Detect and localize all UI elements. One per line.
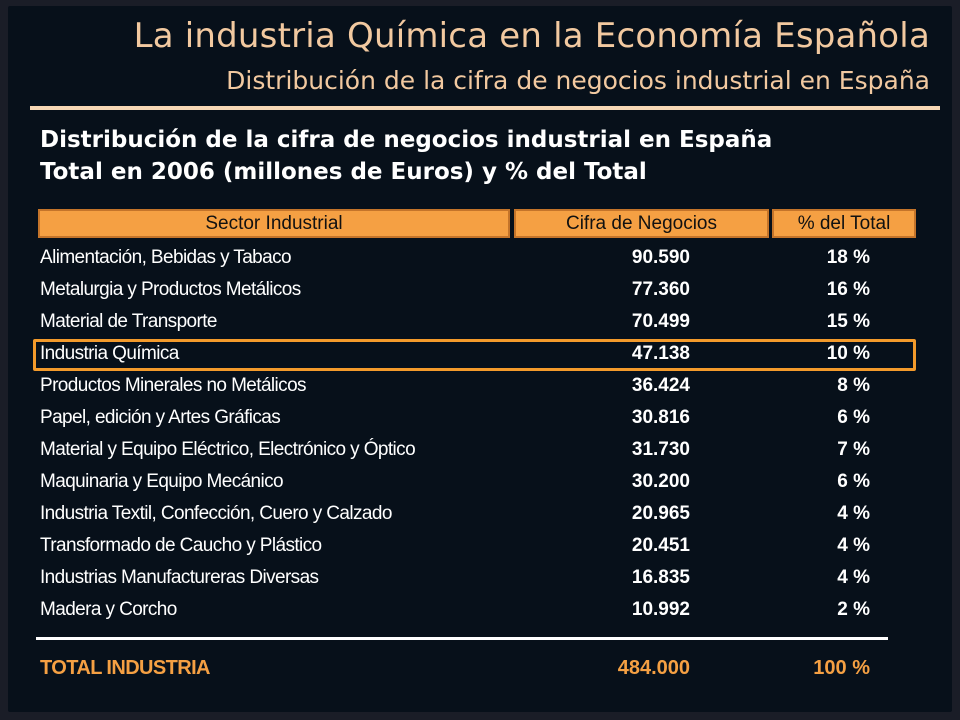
cifra-cell: 31.730 xyxy=(631,439,690,460)
table-heading: Distribución de la cifra de negocios ind… xyxy=(40,124,772,188)
slide-subtitle: Distribución de la cifra de negocios ind… xyxy=(226,66,930,95)
table-row-highlighted: Industria Química 47.138 10 % xyxy=(8,338,952,370)
cifra-cell: 47.138 xyxy=(631,343,690,364)
table-row: Productos Minerales no Metálicos 36.424 … xyxy=(8,370,952,402)
sector-cell: Industria Química xyxy=(40,343,179,364)
sector-cell: Industria Textil, Confección, Cuero y Ca… xyxy=(40,503,392,524)
sector-cell: Material de Transporte xyxy=(40,311,218,332)
pct-cell: 2 % xyxy=(837,599,870,620)
pct-cell: 10 % xyxy=(826,343,870,364)
table-row: Alimentación, Bebidas y Tabaco 90.590 18… xyxy=(8,242,952,274)
cifra-cell: 30.816 xyxy=(631,407,690,428)
sector-cell: Papel, edición y Artes Gráficas xyxy=(40,407,281,428)
table-heading-line-2: Total en 2006 (millones de Euros) y % de… xyxy=(40,159,647,185)
cifra-cell: 16.835 xyxy=(631,567,690,588)
table-row: Industrias Manufactureras Diversas 16.83… xyxy=(8,562,952,594)
title-divider xyxy=(30,106,940,110)
pct-cell: 16 % xyxy=(826,279,870,300)
slide: La industria Química en la Economía Espa… xyxy=(8,6,952,712)
cifra-cell: 30.200 xyxy=(631,471,690,492)
column-header-cifra: Cifra de Negocios xyxy=(514,209,769,238)
pct-cell: 18 % xyxy=(826,247,870,268)
table-row: Metalurgia y Productos Metálicos 77.360 … xyxy=(8,274,952,306)
sector-cell: Madera y Corcho xyxy=(40,599,177,620)
pct-cell: 8 % xyxy=(837,375,870,396)
cifra-cell: 36.424 xyxy=(631,375,690,396)
table-row: Madera y Corcho 10.992 2 % xyxy=(8,594,952,626)
column-header-pct: % del Total xyxy=(772,209,916,238)
pct-cell: 7 % xyxy=(837,439,870,460)
pct-cell: 15 % xyxy=(826,311,870,332)
sector-cell: Alimentación, Bebidas y Tabaco xyxy=(40,247,292,268)
highlight-frame xyxy=(33,339,916,371)
table-heading-line-1: Distribución de la cifra de negocios ind… xyxy=(40,127,773,153)
sector-cell: Material y Equipo Eléctrico, Electrónico… xyxy=(40,439,416,460)
pct-cell: 6 % xyxy=(837,471,870,492)
sector-cell: Metalurgia y Productos Metálicos xyxy=(40,279,301,300)
table-row: Transformado de Caucho y Plástico 20.451… xyxy=(8,530,952,562)
cifra-cell: 20.451 xyxy=(631,535,690,556)
total-divider xyxy=(36,637,888,640)
cifra-cell: 10.992 xyxy=(631,599,690,620)
column-header-sector: Sector Industrial xyxy=(38,209,510,238)
cifra-cell: 77.360 xyxy=(631,279,690,300)
table-row: Industria Textil, Confección, Cuero y Ca… xyxy=(8,498,952,530)
pct-cell: 4 % xyxy=(837,567,870,588)
cifra-cell: 20.965 xyxy=(631,503,690,524)
table-row: Papel, edición y Artes Gráficas 30.816 6… xyxy=(8,402,952,434)
sector-cell: Industrias Manufactureras Diversas xyxy=(40,567,319,588)
table-row: Material y Equipo Eléctrico, Electrónico… xyxy=(8,434,952,466)
table-row: Material de Transporte 70.499 15 % xyxy=(8,306,952,338)
pct-cell: 4 % xyxy=(837,535,870,556)
sector-cell: Productos Minerales no Metálicos xyxy=(40,375,307,396)
pct-cell: 6 % xyxy=(837,407,870,428)
cifra-cell: 70.499 xyxy=(631,311,690,332)
table-row: Maquinaria y Equipo Mecánico 30.200 6 % xyxy=(8,466,952,498)
sector-cell: Maquinaria y Equipo Mecánico xyxy=(40,471,284,492)
total-row: TOTAL INDUSTRIA 484.000 100 % xyxy=(8,651,952,685)
total-cifra: 484.000 xyxy=(617,657,690,679)
cifra-cell: 90.590 xyxy=(631,247,690,268)
total-label: TOTAL INDUSTRIA xyxy=(40,657,210,679)
sector-cell: Transformado de Caucho y Plástico xyxy=(40,535,322,556)
slide-title: La industria Química en la Economía Espa… xyxy=(133,16,930,56)
pct-cell: 4 % xyxy=(837,503,870,524)
total-pct: 100 % xyxy=(813,657,870,679)
